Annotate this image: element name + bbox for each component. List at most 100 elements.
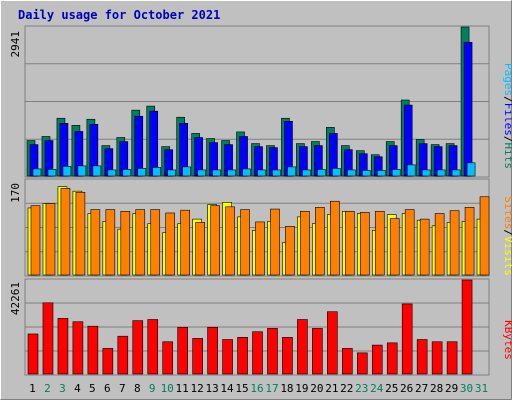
kbytes-bar — [42, 302, 54, 375]
kbytes-bar — [446, 341, 458, 375]
day-label: 7 — [119, 382, 126, 395]
kbytes-bar — [207, 326, 218, 375]
sites-bar — [449, 210, 460, 276]
kbytes-bar — [57, 318, 69, 375]
kbytes-bar — [222, 339, 233, 375]
kbytes-bar — [27, 333, 39, 375]
kbytes-bar — [102, 348, 114, 375]
kbytes-bar — [177, 326, 188, 375]
kbytes-bar — [431, 341, 443, 375]
pages-bar — [257, 169, 266, 177]
kbytes-bar — [401, 303, 413, 375]
pages-bar — [391, 169, 401, 177]
kbytes-bar — [132, 320, 144, 375]
pages-bar — [47, 169, 57, 177]
kbytes-bar — [147, 319, 159, 375]
sites-bar — [285, 226, 295, 276]
panel-sites-visits — [24, 178, 490, 277]
sites-bar — [150, 209, 161, 276]
sites-bar — [60, 188, 71, 276]
day-label: 19 — [295, 382, 308, 395]
pages-bar — [227, 169, 236, 177]
pages-bar — [32, 168, 42, 177]
files-bar — [149, 110, 159, 177]
pages-bar — [182, 166, 191, 177]
pages-bar — [421, 169, 431, 177]
day-label: 29 — [445, 382, 458, 395]
day-label: 24 — [370, 382, 384, 395]
kbytes-bar — [342, 348, 353, 375]
kbytes-bar — [297, 319, 308, 375]
day-label: 4 — [74, 382, 81, 395]
kbytes-bar — [252, 331, 263, 375]
sites-panel-max-label: 170 — [9, 183, 22, 203]
day-label: 14 — [220, 382, 234, 395]
sites-bar — [419, 218, 430, 276]
side-label-part: / — [502, 96, 512, 103]
sites-bar — [255, 221, 265, 276]
sites-bar — [359, 212, 370, 276]
pages-bar — [317, 169, 326, 177]
pages-bar — [62, 166, 72, 177]
day-label: 12 — [191, 382, 204, 395]
side-label-part: Visits — [502, 236, 512, 276]
pages-bar — [122, 169, 132, 177]
day-label: 21 — [325, 382, 338, 395]
kbytes-bar — [87, 325, 99, 375]
day-label: 22 — [340, 382, 353, 395]
pages-bar — [152, 167, 162, 177]
sites-bar — [210, 205, 220, 276]
pages-bar — [137, 168, 147, 177]
pages-bar — [451, 169, 461, 177]
pages-bar — [376, 170, 386, 177]
day-label: 2 — [44, 382, 51, 395]
pages-bar — [197, 169, 206, 177]
side-label-1: Sites/Visits — [502, 196, 512, 276]
pages-bar — [436, 169, 446, 177]
sites-bar — [225, 206, 235, 276]
sites-bar — [90, 209, 101, 276]
sites-bar — [105, 209, 116, 276]
pages-bar — [92, 165, 102, 177]
sites-bar — [404, 209, 415, 276]
files-bar — [134, 115, 144, 177]
sites-bar — [180, 209, 190, 276]
sites-bar — [45, 203, 56, 276]
pages-bar — [332, 168, 341, 177]
side-label-part: Files — [502, 103, 512, 136]
kbytes-bar — [192, 338, 203, 375]
side-label-part: Sites — [502, 196, 512, 229]
pages-bar — [107, 169, 117, 177]
sites-bar — [345, 210, 355, 276]
side-label-part: Hits — [502, 143, 512, 170]
day-label: 6 — [104, 382, 111, 395]
day-label: 27 — [415, 382, 428, 395]
sites-bar — [479, 196, 490, 276]
sites-bar — [434, 213, 445, 276]
day-label: 13 — [205, 382, 218, 395]
panel-hits-files-pages — [24, 25, 490, 178]
kbytes-bar — [72, 321, 84, 375]
sites-bar — [464, 207, 475, 276]
sites-bar — [374, 210, 385, 276]
panel-kbytes — [24, 278, 490, 376]
day-label: 16 — [250, 382, 263, 395]
day-label: 25 — [385, 382, 398, 395]
sites-bar — [165, 212, 176, 276]
day-label: 30 — [460, 382, 473, 395]
side-label-part: Pages — [502, 63, 512, 96]
kbytes-bar — [356, 352, 368, 375]
day-label: 1 — [29, 382, 36, 395]
kbytes-bar — [267, 328, 278, 375]
sites-bar — [270, 208, 280, 276]
day-labels-layer: 1 2 3 4 5 6 7 8 9 10 11 12 13 14 15 16 17 18 19 20 21 22 23 24 2… — [29, 382, 488, 395]
kbytes-bar — [237, 336, 248, 375]
side-label-0: Pages/Files/Hits — [502, 63, 512, 169]
kbytes-panel-max-label: 42261 — [9, 282, 22, 315]
kbytes-bar — [371, 344, 383, 375]
sites-bar — [120, 210, 131, 276]
pages-bar — [406, 164, 416, 177]
sites-bar — [389, 218, 400, 276]
day-label: 28 — [430, 382, 443, 395]
